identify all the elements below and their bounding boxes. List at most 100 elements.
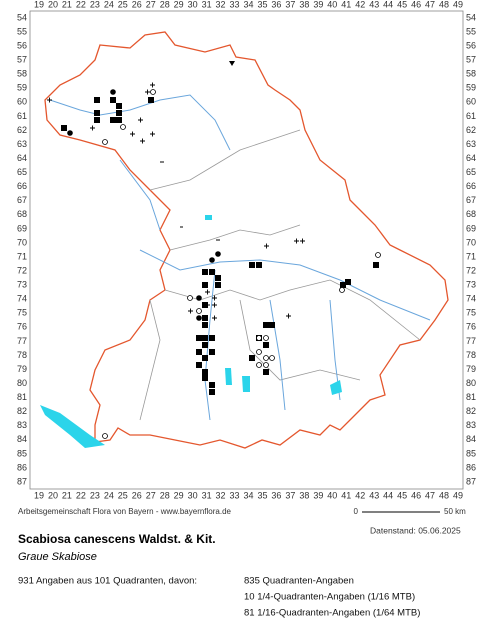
credit: Arbeitsgemeinschaft Flora von Bayern - w… xyxy=(18,507,232,516)
triangle-marker xyxy=(229,61,235,66)
column-label: 30 xyxy=(188,0,198,9)
row-label: 57 xyxy=(466,55,476,65)
row-label: 61 xyxy=(466,111,476,121)
marker-square xyxy=(263,322,269,328)
date: Datenstand: 05.06.2025 xyxy=(370,525,461,535)
marker-square xyxy=(202,315,208,321)
row-label: 72 xyxy=(466,265,476,275)
marker-ring xyxy=(150,89,156,95)
row-label: 79 xyxy=(17,364,27,374)
marker-square xyxy=(345,279,351,285)
marker-square xyxy=(202,369,208,375)
marker-ring xyxy=(263,335,269,341)
column-label: 29 xyxy=(174,490,184,500)
row-label: 59 xyxy=(17,83,27,93)
column-label: 40 xyxy=(327,0,337,9)
row-label: 56 xyxy=(466,40,476,50)
row-label: 71 xyxy=(466,251,476,261)
marker-square xyxy=(196,335,202,341)
marker-ring xyxy=(375,252,381,258)
marker-square xyxy=(116,103,122,109)
column-label: 31 xyxy=(202,0,212,9)
row-label: 85 xyxy=(17,448,27,458)
marker-square xyxy=(196,362,202,368)
column-label: 47 xyxy=(425,0,435,9)
column-label: 22 xyxy=(76,0,86,9)
lake xyxy=(205,215,212,220)
row-label: 54 xyxy=(466,12,476,22)
column-label: 20 xyxy=(48,490,58,500)
row-label: 76 xyxy=(466,322,476,332)
row-label: 82 xyxy=(466,406,476,416)
row-label: 58 xyxy=(17,69,27,79)
column-label: 44 xyxy=(383,0,393,9)
column-label: 27 xyxy=(146,490,156,500)
marker-square xyxy=(110,117,116,123)
row-label: 65 xyxy=(466,167,476,177)
column-label: 36 xyxy=(271,0,281,9)
row-label: 65 xyxy=(17,167,27,177)
open-circle-markers xyxy=(102,89,381,439)
row-label: 78 xyxy=(466,350,476,360)
marker-ring xyxy=(339,287,345,293)
row-label: 73 xyxy=(466,280,476,290)
marker-ring xyxy=(256,362,262,368)
row-label: 74 xyxy=(466,294,476,304)
column-label: 26 xyxy=(132,0,142,9)
column-label: 37 xyxy=(285,490,295,500)
row-label: 83 xyxy=(466,420,476,430)
column-label: 23 xyxy=(90,490,100,500)
column-label: 20 xyxy=(48,0,58,9)
column-label: 39 xyxy=(313,490,323,500)
column-label: 31 xyxy=(202,490,212,500)
marker-square xyxy=(202,282,208,288)
row-label: 86 xyxy=(17,462,27,472)
marker-dot xyxy=(196,295,202,301)
column-label: 35 xyxy=(257,0,267,9)
marker-ring xyxy=(256,349,262,355)
row-label: 61 xyxy=(17,111,27,121)
row-label: 63 xyxy=(466,139,476,149)
row-label: 77 xyxy=(466,336,476,346)
column-label: 32 xyxy=(216,0,226,9)
marker-square xyxy=(202,375,208,381)
marker-square xyxy=(94,117,100,123)
marker-square xyxy=(249,262,255,268)
marker-square xyxy=(196,349,202,355)
column-label: 19 xyxy=(34,0,44,9)
column-label: 24 xyxy=(104,490,114,500)
marker-square xyxy=(256,262,262,268)
column-label: 47 xyxy=(425,490,435,500)
row-label: 55 xyxy=(17,26,27,36)
marker-ring xyxy=(263,355,269,361)
state-border xyxy=(44,31,449,449)
column-label: 39 xyxy=(313,0,323,9)
column-label: 32 xyxy=(216,490,226,500)
row-label: 76 xyxy=(17,322,27,332)
row-label: 59 xyxy=(466,83,476,93)
lake-constance xyxy=(40,405,105,448)
column-label: 38 xyxy=(299,0,309,9)
map-area xyxy=(40,31,449,449)
marker-square xyxy=(263,369,269,375)
lake xyxy=(242,376,250,392)
row-label: 58 xyxy=(466,69,476,79)
column-label: 36 xyxy=(271,490,281,500)
column-label: 21 xyxy=(62,0,72,9)
column-label: 48 xyxy=(439,490,449,500)
row-label: 68 xyxy=(466,209,476,219)
row-label: 73 xyxy=(17,280,27,290)
row-label: 72 xyxy=(17,265,27,275)
marker-square xyxy=(263,342,269,348)
column-label: 41 xyxy=(341,0,351,9)
marker-square xyxy=(202,335,208,341)
scale-end: 50 km xyxy=(444,507,466,516)
map-frame xyxy=(29,10,464,490)
row-label: 84 xyxy=(17,434,27,444)
column-label: 28 xyxy=(160,0,170,9)
row-label: 67 xyxy=(466,195,476,205)
row-label: 57 xyxy=(17,55,27,65)
row-label: 87 xyxy=(466,476,476,486)
column-label: 19 xyxy=(34,490,44,500)
